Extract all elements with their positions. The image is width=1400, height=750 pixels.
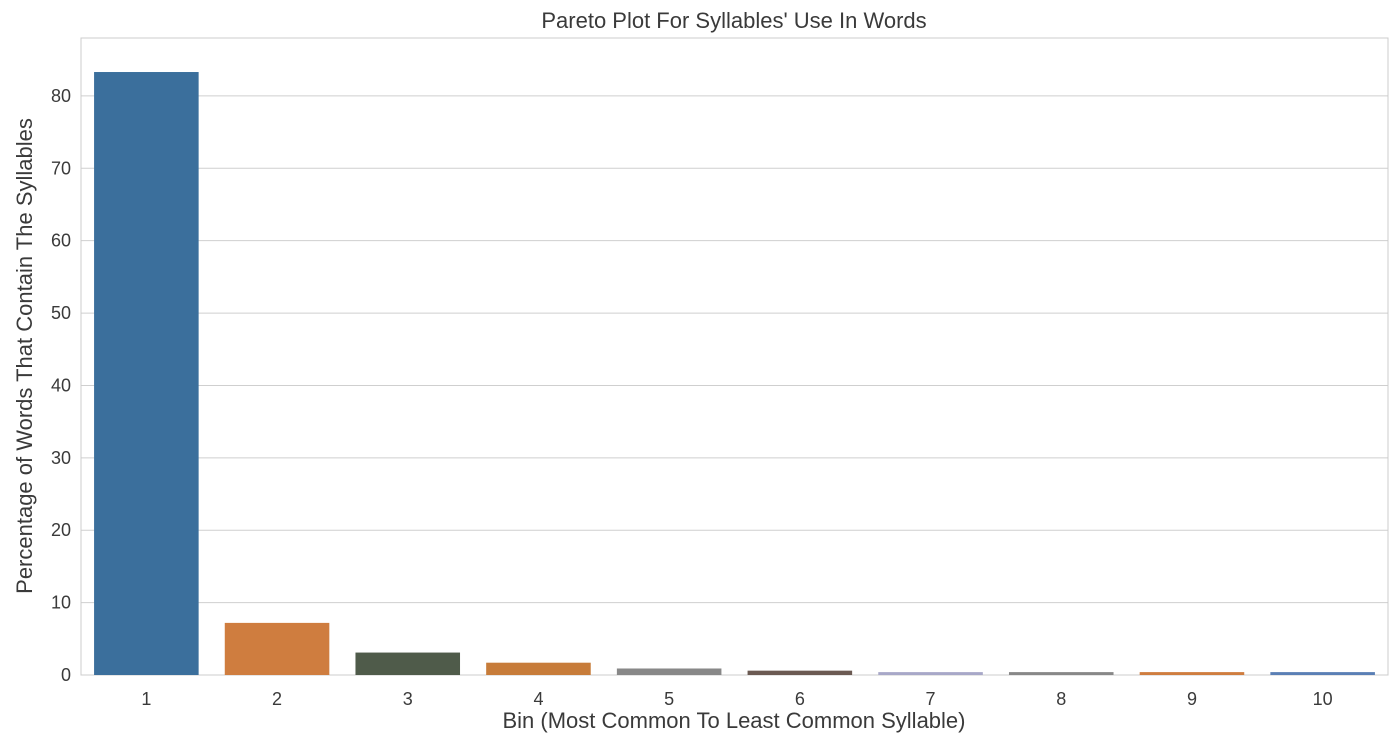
x-tick-labels: 1 2 3 4 5 6 7 8 9 10 [141, 689, 1332, 709]
bar-7 [878, 672, 983, 675]
x-tick-label: 7 [926, 689, 936, 709]
bar-6 [747, 670, 853, 675]
bar-3 [355, 652, 461, 675]
x-tick-label: 5 [664, 689, 674, 709]
bar-5 [616, 668, 722, 675]
x-tick-label: 2 [272, 689, 282, 709]
y-tick-label: 10 [51, 593, 71, 613]
x-tick-label: 4 [533, 689, 543, 709]
bar-4 [486, 662, 591, 675]
bar-9 [1139, 672, 1245, 675]
y-tick-label: 40 [51, 375, 71, 395]
x-axis-label: Bin (Most Common To Least Common Syllabl… [503, 708, 966, 733]
plot-frame [80, 37, 1389, 676]
bar-8 [1008, 672, 1114, 675]
y-tick-label: 30 [51, 448, 71, 468]
y-tick-label: 50 [51, 303, 71, 323]
y-tick-labels: 0 10 20 30 40 50 60 70 80 [51, 86, 71, 685]
x-tick-label: 9 [1187, 689, 1197, 709]
chart-title: Pareto Plot For Syllables' Use In Words [541, 8, 926, 33]
bar-2 [224, 622, 330, 675]
grid-layer [81, 95, 1388, 604]
x-tick-label: 6 [795, 689, 805, 709]
y-tick-label: 60 [51, 231, 71, 251]
x-tick-label: 1 [141, 689, 151, 709]
y-axis-label: Percentage of Words That Contain The Syl… [12, 118, 37, 594]
bar-layer [94, 72, 1375, 675]
y-tick-label: 70 [51, 158, 71, 178]
x-tick-label: 10 [1313, 689, 1333, 709]
y-tick-label: 20 [51, 520, 71, 540]
bar-10 [1270, 672, 1375, 675]
x-tick-label: 3 [403, 689, 413, 709]
x-tick-label: 8 [1056, 689, 1066, 709]
y-tick-label: 80 [51, 86, 71, 106]
y-tick-label: 0 [61, 665, 71, 685]
bar-1 [94, 72, 199, 675]
